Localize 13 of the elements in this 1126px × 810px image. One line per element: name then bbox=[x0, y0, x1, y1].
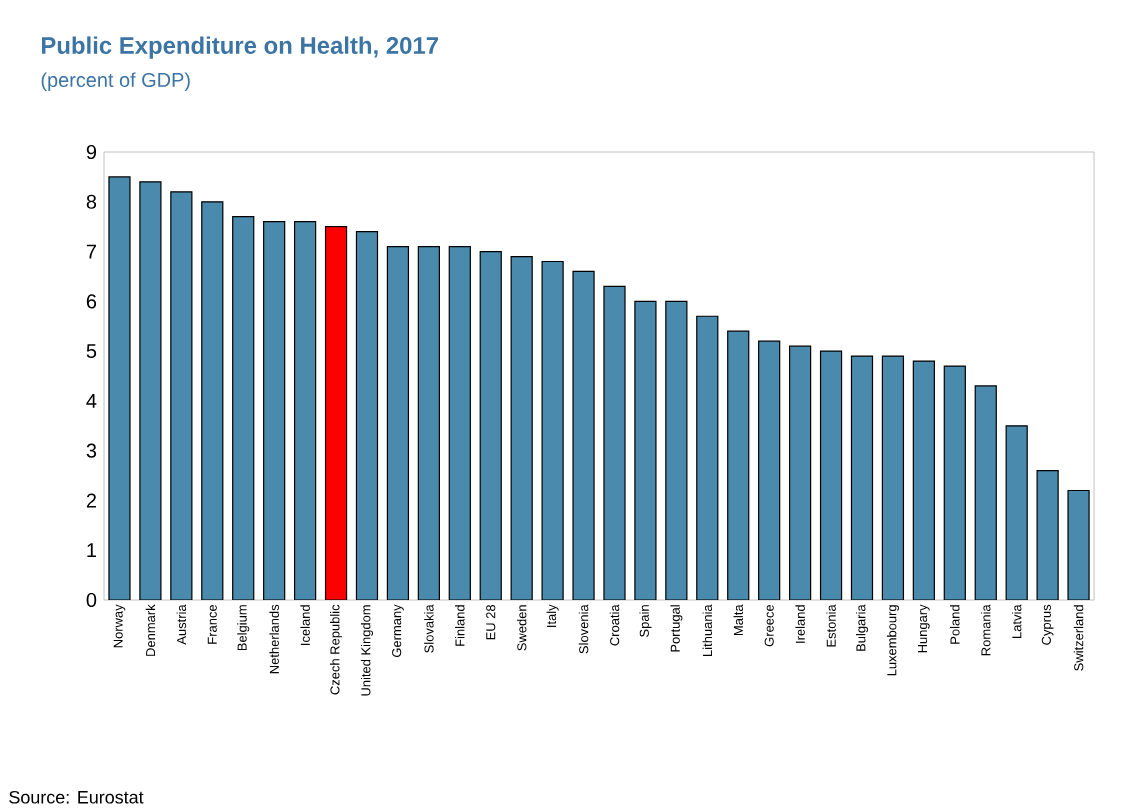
y-tick-label: 2 bbox=[86, 493, 96, 508]
y-tick-label: 0 bbox=[86, 592, 97, 608]
y-tick-label: 3 bbox=[86, 443, 97, 458]
source-note: Source: Eurostat bbox=[9, 790, 144, 804]
y-tick-label: 8 bbox=[86, 194, 97, 209]
y-tick-label: 4 bbox=[86, 394, 97, 408]
y-tick-label: 5 bbox=[86, 344, 97, 359]
chart-subtitle: (percent of GDP) bbox=[41, 72, 190, 91]
y-tick-label: 6 bbox=[86, 294, 97, 309]
chart-title: Public Expenditure on Health, 2017 bbox=[42, 36, 438, 59]
y-tick-label: 7 bbox=[86, 244, 96, 259]
y-tick-label: 1 bbox=[87, 543, 97, 558]
y-tick-label: 9 bbox=[86, 144, 97, 160]
